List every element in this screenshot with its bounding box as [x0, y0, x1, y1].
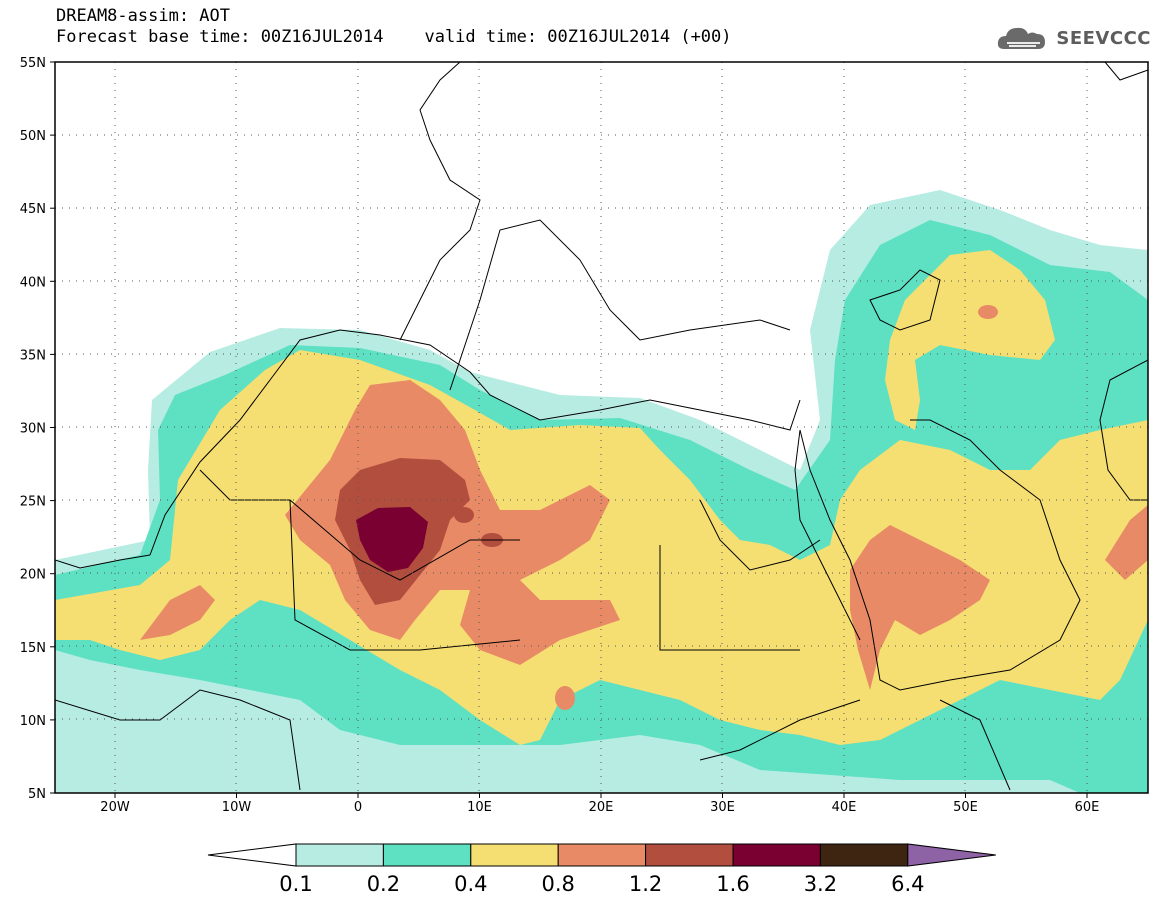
colorbar-label: 0.4	[454, 872, 487, 896]
latitude-labels: 55N 50N 45N 40N 35N 30N 25N 20N 15N 10N 5N	[20, 56, 55, 802]
aot-fields	[55, 62, 1148, 793]
colorbar-label: 0.1	[279, 872, 312, 896]
colorbar-segment	[382, 843, 472, 867]
colorbar-label: 0.8	[541, 872, 574, 896]
lat-label: 10N	[20, 714, 46, 729]
lon-label: 60E	[1075, 800, 1100, 815]
colorbar-segment	[819, 843, 909, 867]
colorbar-segment	[645, 843, 734, 867]
aot-band-0.8-caspian	[978, 305, 998, 319]
aot-band-0.8-arabia	[850, 525, 990, 690]
colorbar-label: 6.4	[891, 872, 924, 896]
lat-label: 35N	[20, 348, 46, 363]
colorbar-segment	[295, 843, 384, 867]
colorbar-label: 3.2	[804, 872, 837, 896]
colorbar-label: 1.6	[716, 872, 749, 896]
longitude-labels: 20W 10W 0 10E 20E 30E 40E 50E 60E	[100, 793, 1099, 815]
colorbar-label: 0.2	[367, 872, 400, 896]
lat-label: 30N	[20, 422, 46, 437]
lon-label: 30E	[710, 800, 735, 815]
aot-band-1.2-spot	[454, 507, 474, 523]
lon-label: 10W	[222, 800, 252, 815]
forecast-times: Forecast base time: 00Z16JUL2014 valid t…	[56, 27, 732, 47]
lon-label: 40E	[832, 800, 857, 815]
lon-label: 20W	[100, 800, 130, 815]
lat-label: 15N	[20, 641, 46, 656]
lon-label: 20E	[589, 800, 614, 815]
colorbar-over-arrow	[907, 843, 996, 867]
colorbar-segment	[557, 843, 647, 867]
colorbar: 0.1 0.2 0.4 0.8 1.2 1.6 3.2 6.4	[207, 843, 996, 896]
valid-time: valid time: 00Z16JUL2014 (+00)	[424, 27, 732, 47]
aot-band-1.6	[356, 507, 428, 572]
base-time: Forecast base time: 00Z16JUL2014	[56, 27, 384, 47]
lat-label: 40N	[20, 275, 46, 290]
brand-text: SEEVCCC	[1056, 27, 1151, 49]
lon-label: 0	[354, 800, 362, 815]
brand-logo: SEEVCCC	[996, 22, 1151, 54]
aot-band-0.4-north	[885, 250, 1055, 430]
lon-label: 10E	[467, 800, 492, 815]
lat-label: 20N	[20, 568, 46, 583]
aot-band-0.8-west	[140, 585, 215, 640]
coastlines	[55, 62, 1148, 791]
lat-label: 45N	[20, 202, 46, 217]
lat-label: 50N	[20, 129, 46, 144]
cloud-logo-icon	[998, 27, 1046, 49]
colorbar-segment	[470, 843, 559, 867]
map-title: DREAM8-assim: AOT	[56, 6, 230, 26]
colorbar-label: 1.2	[629, 872, 662, 896]
aot-band-0.8-east	[1105, 505, 1148, 580]
lat-label: 5N	[28, 787, 46, 802]
colorbar-under-arrow	[207, 843, 297, 867]
lat-label: 55N	[20, 56, 46, 71]
lon-label: 50E	[953, 800, 978, 815]
colorbar-segment	[732, 843, 821, 867]
lat-label: 25N	[20, 495, 46, 510]
graticule	[55, 62, 1148, 793]
aot-band-0.8-chad	[555, 686, 575, 710]
